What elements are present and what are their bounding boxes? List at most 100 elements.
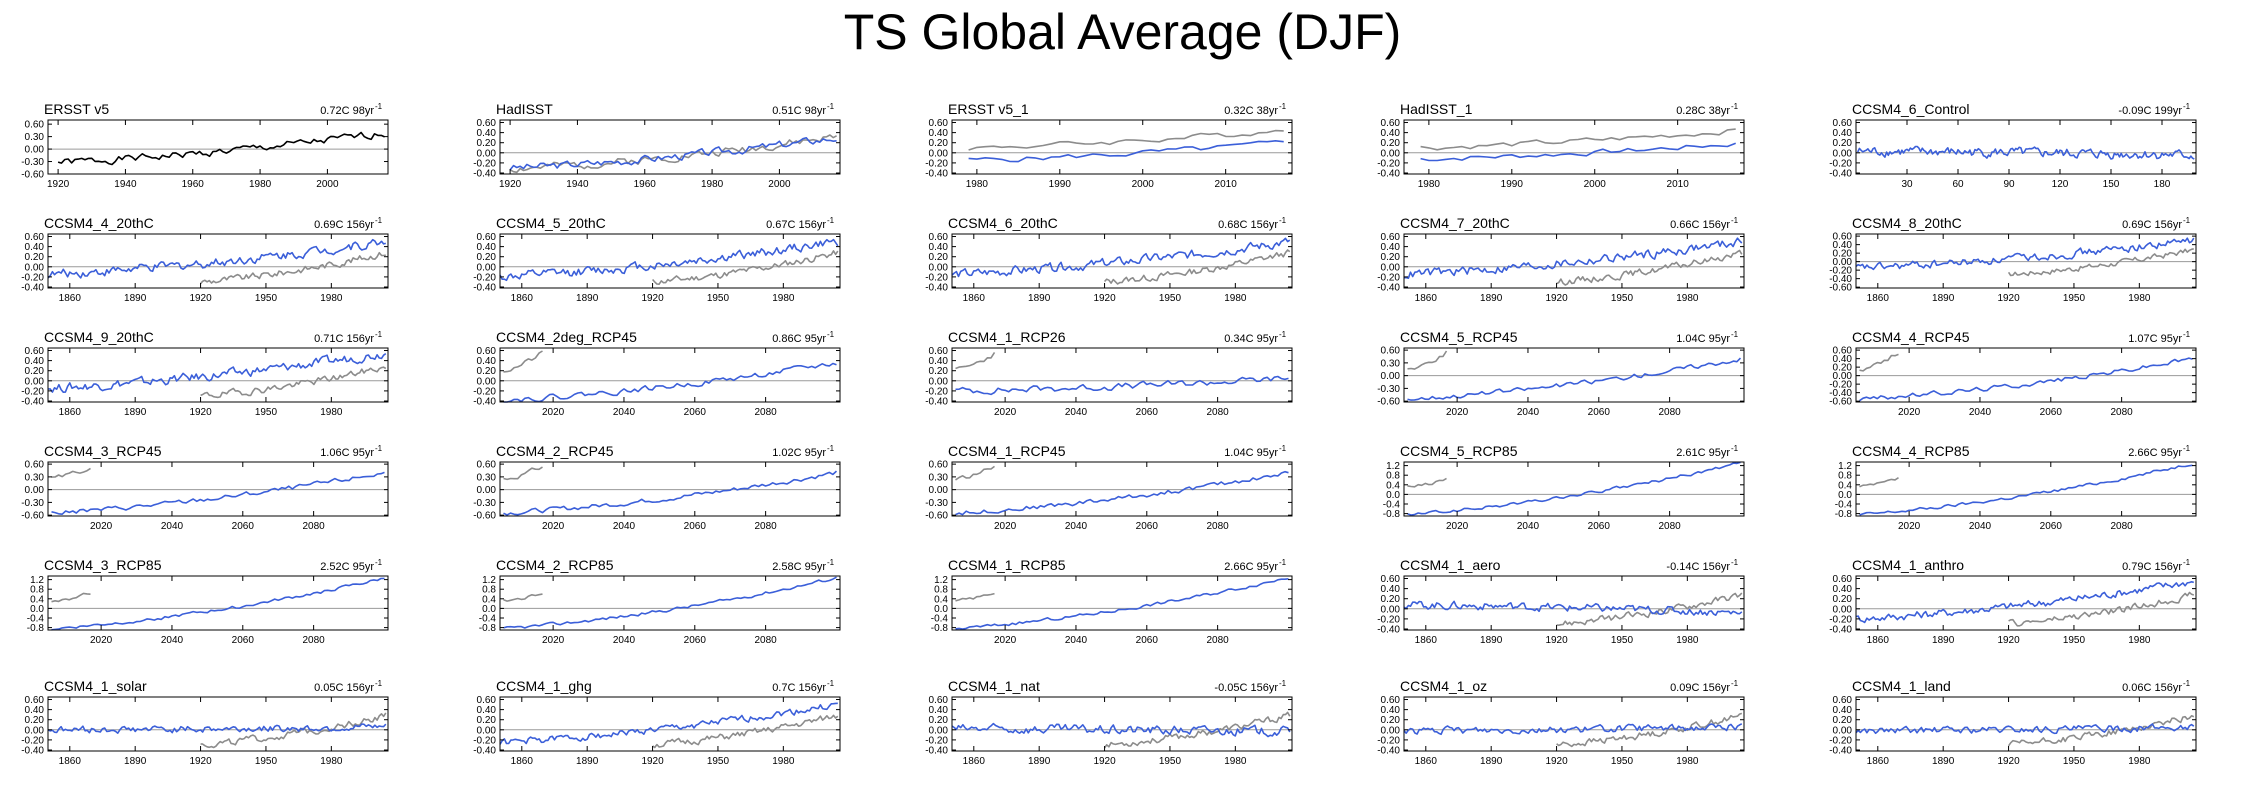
y-tick-label: -0.20	[925, 272, 948, 283]
series-line-ersst-v5	[1859, 477, 1899, 488]
y-tick-label: 0.40	[1833, 354, 1853, 365]
x-tick-label: 2080	[303, 521, 326, 532]
y-tick-label: 0.00	[1833, 725, 1853, 736]
x-tick-label: 2060	[1136, 635, 1159, 646]
panel-ccsm4-2-rcp85: CCSM4_2_RCP85 2.58C 95yr -1 -0.8-0.40.00.40…	[479, 557, 841, 646]
x-tick-label: 2040	[1969, 521, 1992, 532]
y-tick-label: -0.20	[1829, 735, 1852, 746]
y-tick-label: -0.60	[21, 511, 44, 522]
x-tick-label: 1950	[1159, 293, 1182, 304]
x-tick-label: 1990	[1049, 179, 1072, 190]
x-tick-label: 2040	[1517, 407, 1540, 418]
x-tick-label: 1920	[189, 756, 212, 767]
trend-label: -0.14C 156yr	[1666, 561, 1730, 573]
trend-label: 0.51C 98yr	[772, 105, 826, 117]
y-tick-label: 1.2	[934, 575, 948, 586]
x-tick-label: 1980	[320, 756, 343, 767]
y-tick-label: 0.4	[30, 594, 44, 605]
trend-superscript: -1	[827, 444, 835, 453]
series-line-ccsm4-1-land	[1855, 723, 2195, 735]
y-tick-label: 0.30	[1381, 358, 1401, 369]
series-line-ccsm4-6-20thc	[951, 237, 1291, 278]
y-tick-label: 0.00	[1833, 257, 1853, 268]
y-tick-label: 0.00	[477, 376, 497, 387]
y-tick-label: 0.20	[1833, 249, 1853, 260]
x-tick-label: 2060	[684, 635, 707, 646]
y-tick-label: -0.40	[925, 745, 948, 756]
series-line-ccsm4-3-rcp45	[51, 471, 385, 516]
x-tick-label: 1920	[1545, 293, 1568, 304]
y-tick-label: 0.40	[25, 242, 45, 253]
y-tick-label: -0.20	[1377, 272, 1400, 283]
x-tick-label: 2040	[161, 635, 184, 646]
x-tick-label: 1920	[1545, 756, 1568, 767]
plot-frame	[1855, 461, 2197, 517]
x-tick-label: 1860	[963, 756, 986, 767]
y-tick-label: 0.20	[25, 252, 45, 263]
y-tick-label: 0.60	[477, 695, 497, 706]
x-tick-label: 1860	[1867, 756, 1890, 767]
y-tick-label: -0.20	[1829, 158, 1852, 169]
x-tick-label: 1980	[1224, 756, 1247, 767]
y-tick-label: 0.20	[1381, 715, 1401, 726]
panel-ccsm4-3-rcp45: CCSM4_3_RCP45 1.06C 95yr -1 -0.60 -0.30 0.00 0…	[21, 443, 389, 532]
x-tick-label: 1890	[1480, 635, 1503, 646]
y-tick-label: -0.40	[1829, 745, 1852, 756]
trend-label: 0.09C 156yr	[1670, 682, 1730, 694]
plot-frame	[1855, 119, 2197, 175]
series-line-ccsm4-1-anthro	[1855, 580, 2195, 624]
trend-superscript: -1	[375, 444, 383, 453]
plot-frame	[1403, 575, 1745, 631]
y-tick-label: 0.0	[482, 604, 496, 615]
trend-superscript: -1	[1731, 102, 1739, 111]
plot-frame	[1403, 696, 1745, 752]
series-line-ersst-v5	[503, 466, 543, 481]
trend-superscript: -1	[1731, 679, 1739, 688]
panel-title: CCSM4_6_Control	[1852, 101, 1970, 117]
y-tick-label: -0.40	[21, 282, 44, 293]
x-tick-label: 2020	[994, 407, 1017, 418]
y-tick-label: 0.00	[1381, 725, 1401, 736]
x-tick-label: 1950	[2063, 635, 2086, 646]
y-tick-label: 0.60	[1381, 232, 1401, 243]
y-tick-label: -0.40	[1377, 282, 1400, 293]
x-tick-label: 2040	[1517, 521, 1540, 532]
x-tick-label: 1890	[1028, 293, 1051, 304]
panel-title: HadISST_1	[1400, 101, 1473, 117]
y-tick-label: -0.20	[21, 735, 44, 746]
y-tick-label: 0.60	[929, 118, 949, 129]
y-tick-label: 0.00	[929, 262, 949, 273]
plot-frame	[499, 575, 841, 631]
panel-title: CCSM4_3_RCP85	[44, 557, 162, 573]
x-tick-label: 1890	[124, 407, 147, 418]
trend-superscript: -1	[1279, 679, 1287, 688]
panel-hadisst-1: HadISST_1 0.28C 38yr -1-0.40-0.200.000.200…	[1377, 101, 1745, 190]
series-line-ccsm4-6-control	[1856, 145, 2195, 160]
x-tick-label: 2020	[542, 635, 565, 646]
series-line-ersst-v5	[503, 350, 543, 373]
plot-frame	[1855, 347, 2197, 403]
x-tick-label: 1950	[2063, 293, 2086, 304]
x-tick-label: 1890	[1480, 756, 1503, 767]
y-tick-label: 0.60	[1833, 346, 1853, 357]
y-tick-label: 0.8	[1838, 471, 1852, 482]
x-tick-label: 1950	[255, 407, 278, 418]
y-tick-label: 0.60	[929, 346, 949, 357]
panel-ccsm4-4-20thc: CCSM4_4_20thC 0.69C 156yr -1 -0.40-0.200.00…	[21, 215, 389, 304]
y-tick-label: 0.60	[477, 118, 497, 129]
x-tick-label: 1980	[1418, 179, 1441, 190]
y-tick-label: 0.4	[482, 594, 496, 605]
panel-title: ERSST v5	[44, 101, 109, 117]
x-tick-label: 2020	[1898, 407, 1921, 418]
y-tick-label: 0.60	[1833, 695, 1853, 706]
y-tick-label: -0.20	[473, 158, 496, 169]
panel-ccsm4-4-rcp45: CCSM4_4_RCP45 1.07C 95yr -1 -0.60-0.40-0.20…	[1829, 329, 2197, 418]
panel-title: CCSM4_1_RCP45	[948, 443, 1066, 459]
y-tick-label: -0.40	[1377, 168, 1400, 179]
series-line-ersst-v5	[2007, 248, 2194, 277]
trend-superscript: -1	[375, 102, 383, 111]
panel-title: CCSM4_1_land	[1852, 678, 1951, 694]
panel-ccsm4-1-rcp26: CCSM4_1_RCP26 0.34C 95yr -1-0.40-0.200.000…	[925, 329, 1293, 418]
y-tick-label: 0.20	[1381, 594, 1401, 605]
trend-superscript: -1	[375, 558, 383, 567]
